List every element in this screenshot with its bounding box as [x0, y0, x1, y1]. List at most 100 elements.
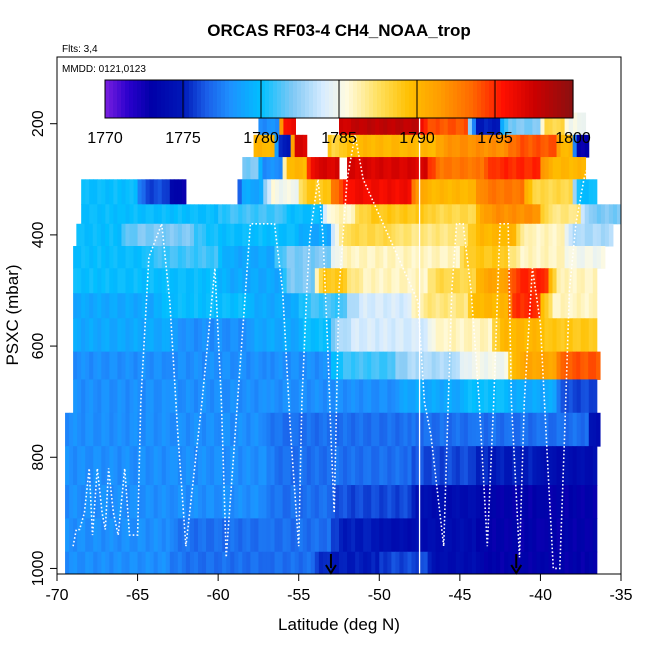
heatmap-cell: [375, 412, 380, 447]
colorbar-swatch: [225, 80, 230, 118]
heatmap-cell: [334, 223, 340, 247]
heatmap-cell: [153, 518, 159, 553]
heatmap-cell: [520, 268, 525, 294]
heatmap-cell: [334, 518, 340, 553]
heatmap-cell: [69, 518, 74, 553]
heatmap-cell: [496, 379, 501, 414]
colorbar-swatch: [525, 80, 530, 118]
heatmap-cell: [492, 112, 497, 136]
heatmap-cell: [572, 134, 578, 158]
heatmap-cell: [290, 268, 296, 294]
heatmap-cell: [427, 379, 433, 414]
heatmap-cell: [242, 518, 247, 553]
heatmap-cell: [218, 204, 223, 225]
heatmap-cell: [286, 268, 292, 294]
heatmap-cell: [165, 293, 171, 319]
heatmap-cell: [427, 204, 433, 225]
heatmap-cell: [568, 318, 574, 353]
heatmap-cell: [564, 179, 570, 205]
heatmap-cell: [504, 485, 509, 519]
heatmap-cell: [298, 179, 304, 205]
heatmap-cell: [439, 412, 445, 447]
heatmap-cell: [504, 518, 509, 553]
heatmap-cell: [198, 318, 203, 353]
colorbar-tick-label: 1790: [399, 130, 435, 147]
heatmap-cell: [294, 223, 300, 247]
heatmap-cell: [480, 157, 485, 180]
heatmap-cell: [504, 318, 509, 353]
heatmap-cell: [238, 318, 243, 353]
heatmap-cell: [403, 246, 408, 269]
heatmap-cell: [532, 485, 537, 519]
heatmap-cell: [387, 351, 392, 380]
heatmap-cell: [117, 268, 122, 294]
heatmap-cell: [480, 351, 485, 380]
heatmap-cell: [540, 179, 545, 205]
heatmap-cell: [287, 112, 292, 136]
heatmap-cell: [359, 518, 364, 553]
heatmap-cell: [508, 485, 513, 519]
heatmap-cell: [463, 268, 469, 294]
heatmap-cell: [270, 351, 276, 380]
heatmap-cell: [177, 551, 183, 575]
heatmap-cell: [463, 379, 469, 414]
heatmap-cell: [298, 134, 304, 158]
heatmap-cell: [577, 112, 582, 136]
colorbar-swatch: [429, 80, 434, 118]
heatmap-cell: [125, 379, 131, 414]
heatmap-cell: [278, 134, 284, 158]
heatmap-cell: [238, 412, 243, 447]
heatmap-cell: [238, 446, 243, 486]
heatmap-cell: [286, 518, 292, 553]
heatmap-cell: [455, 379, 461, 414]
heatmap-cell: [467, 179, 473, 205]
heatmap-cell: [330, 351, 336, 380]
heatmap-cell: [250, 179, 256, 205]
heatmap-cell: [153, 268, 159, 294]
heatmap-cell: [383, 268, 388, 294]
heatmap-cell: [133, 351, 139, 380]
heatmap-cell: [588, 351, 593, 380]
heatmap-cell: [427, 112, 433, 136]
heatmap-cell: [310, 485, 316, 519]
heatmap-cell: [322, 351, 328, 380]
heatmap-cell: [246, 157, 251, 180]
heatmap-cell: [560, 318, 566, 353]
heatmap-cell: [395, 134, 400, 158]
heatmap-cell: [306, 485, 312, 519]
heatmap-cell: [371, 379, 376, 414]
heatmap-cell: [552, 246, 558, 269]
heatmap-cell: [181, 246, 187, 269]
heatmap-cell: [262, 379, 267, 414]
heatmap-cell: [536, 318, 541, 353]
heatmap-cell: [242, 351, 247, 380]
heatmap-cell: [339, 446, 344, 486]
heatmap-cell: [89, 351, 94, 380]
heatmap-cell: [391, 351, 396, 380]
heatmap-cell: [379, 518, 384, 553]
heatmap-cell: [451, 518, 457, 553]
heatmap-cell: [85, 412, 90, 447]
heatmap-cell: [391, 246, 396, 269]
heatmap-cell: [210, 318, 215, 353]
heatmap-cell: [363, 518, 368, 553]
heatmap-cell: [343, 551, 348, 575]
heatmap-cell: [218, 223, 223, 247]
heatmap-cell: [375, 293, 380, 319]
heatmap-cell: [169, 268, 175, 294]
colorbar-swatch: [449, 80, 454, 118]
heatmap-cell: [379, 112, 384, 136]
heatmap-cell: [548, 412, 554, 447]
heatmap-cell: [500, 412, 505, 447]
heatmap-cell: [218, 446, 223, 486]
heatmap-cell: [306, 293, 312, 319]
heatmap-cell: [375, 379, 380, 414]
heatmap-cell: [258, 551, 263, 575]
heatmap-cell: [214, 446, 219, 486]
heatmap-cell: [516, 293, 521, 319]
heatmap-cell: [443, 446, 449, 486]
y-tick-label: 600: [30, 333, 47, 360]
heatmap-cell: [451, 223, 457, 247]
heatmap-cell: [218, 485, 223, 519]
heatmap-cell: [548, 379, 554, 414]
